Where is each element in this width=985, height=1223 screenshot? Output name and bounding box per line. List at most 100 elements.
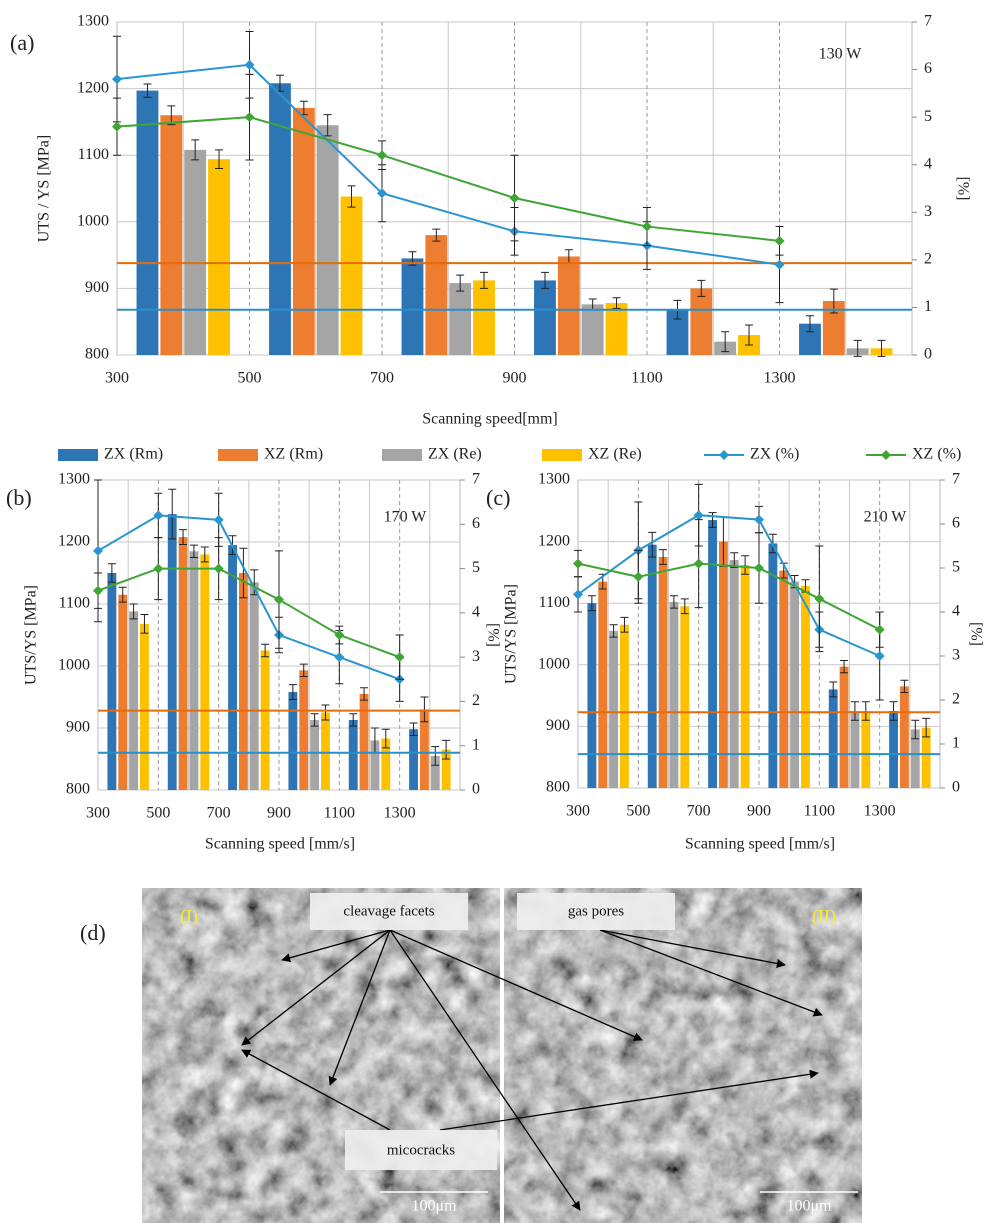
divider: [500, 888, 504, 1223]
bar: [349, 720, 358, 790]
bar: [790, 582, 799, 788]
bar: [900, 686, 909, 788]
bar: [168, 514, 177, 790]
y-tick-label: 900: [66, 719, 90, 736]
x-tick-label: 1100: [631, 370, 662, 387]
y-tick-label: 900: [85, 279, 109, 296]
bar: [598, 582, 607, 788]
marker: [214, 564, 224, 574]
bar: [449, 283, 471, 355]
y2-tick-label: 6: [952, 515, 960, 532]
marker: [510, 193, 520, 203]
y-tick-label: 1300: [58, 471, 90, 488]
x-tick-label: 500: [238, 370, 262, 387]
scale-label: 100μm: [786, 1198, 832, 1215]
y2-tick-label: 2: [952, 691, 960, 708]
marker: [112, 74, 122, 84]
y2-axis-title: [%]: [484, 623, 501, 647]
y-tick-label: 1200: [77, 79, 109, 96]
legend-label: ZX (%): [750, 446, 799, 463]
y-tick-label: 1100: [539, 594, 570, 611]
bar: [606, 303, 628, 355]
x-tick-label: 900: [747, 803, 771, 820]
annotation: cleavage facets: [343, 903, 434, 919]
annotation: 210 W: [864, 509, 908, 526]
y-tick-label: 1000: [58, 657, 90, 674]
y-tick-label: 1300: [77, 13, 109, 30]
marker: [93, 586, 103, 596]
bar: [768, 543, 777, 788]
y2-tick-label: 1: [924, 298, 932, 315]
y2-axis-title: [%]: [954, 177, 971, 201]
legend-swatch: [719, 450, 729, 460]
y2-tick-label: 0: [924, 346, 932, 363]
marker: [754, 563, 764, 573]
bar: [341, 196, 363, 355]
y2-tick-label: 7: [472, 471, 480, 488]
bar: [118, 595, 127, 790]
bar: [801, 586, 810, 788]
legend-swatch: [218, 449, 258, 461]
y2-tick-label: 6: [924, 60, 932, 77]
y2-tick-label: 1: [472, 736, 480, 753]
bar: [670, 602, 679, 788]
bar: [299, 670, 308, 790]
marker: [153, 564, 163, 574]
x-tick-label: 700: [687, 803, 711, 820]
bar: [587, 603, 596, 788]
legend-label: XZ (%): [912, 446, 961, 463]
y2-tick-label: 3: [952, 647, 960, 664]
bar: [680, 606, 689, 788]
marker: [775, 260, 785, 270]
bar: [425, 235, 447, 355]
x-tick-label: 1100: [324, 805, 355, 822]
x-tick-label: 1100: [804, 803, 835, 820]
marker: [642, 222, 652, 232]
y-tick-label: 1000: [538, 655, 570, 672]
y-tick-label: 900: [546, 717, 570, 734]
bar: [160, 115, 182, 355]
marker: [754, 515, 764, 525]
bar: [288, 692, 297, 790]
bar: [293, 108, 315, 355]
y2-tick-label: 0: [472, 781, 480, 798]
y2-tick-label: 2: [924, 251, 932, 268]
y-tick-label: 1200: [58, 533, 90, 550]
marker: [112, 122, 122, 132]
sem-image-right: [504, 888, 862, 1223]
sem-image-left: [142, 888, 500, 1223]
marker: [334, 630, 344, 640]
legend-swatch: [382, 449, 422, 461]
x-tick-label: 1300: [764, 370, 796, 387]
bar: [648, 545, 657, 788]
y2-tick-label: 1: [952, 735, 960, 752]
bar: [140, 624, 149, 790]
legend-label: ZX (Rm): [104, 446, 163, 463]
bar: [473, 280, 495, 355]
marker: [93, 546, 103, 556]
y2-tick-label: 7: [952, 471, 960, 488]
legend-swatch: [881, 450, 891, 460]
y-tick-label: 800: [66, 781, 90, 798]
bar: [261, 651, 270, 791]
scale-label: 100μm: [411, 1198, 457, 1215]
y-tick-label: 1100: [78, 146, 109, 163]
bar: [402, 258, 424, 355]
bar: [310, 720, 319, 790]
bar: [534, 280, 556, 355]
bar: [200, 554, 209, 790]
x-tick-label: 1300: [384, 805, 416, 822]
marker: [694, 510, 704, 520]
y2-axis-title: [%]: [967, 622, 984, 646]
x-tick-label: 500: [146, 805, 170, 822]
x-tick-label: 300: [105, 370, 129, 387]
marker: [694, 559, 704, 569]
annotation: 170 W: [384, 509, 428, 526]
bar: [184, 150, 206, 355]
bar: [889, 711, 898, 788]
marker: [334, 652, 344, 662]
marker: [274, 595, 284, 605]
x-tick-label: 300: [566, 803, 590, 820]
y2-tick-label: 7: [924, 13, 932, 30]
y-axis-title: UTS/YS [MPa]: [503, 584, 520, 684]
